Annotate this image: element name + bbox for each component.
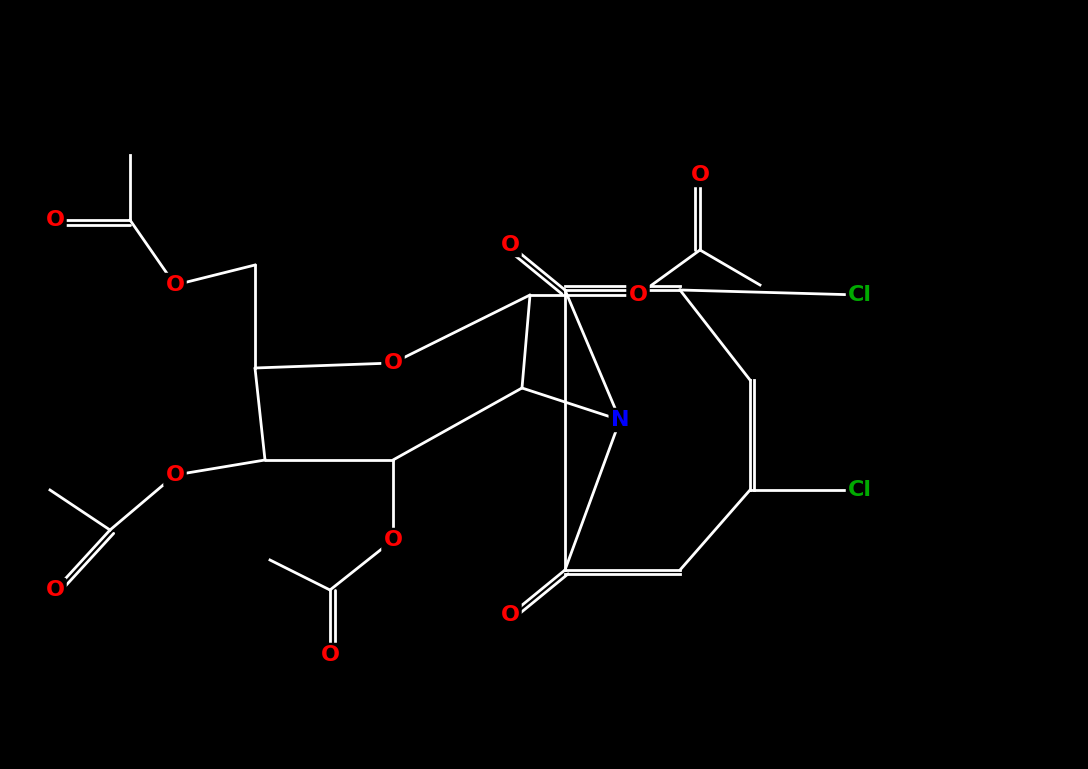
- Text: O: O: [165, 465, 185, 485]
- Text: O: O: [46, 210, 64, 230]
- Text: O: O: [691, 165, 709, 185]
- Text: O: O: [321, 645, 339, 665]
- Text: Cl: Cl: [848, 285, 871, 305]
- Text: Cl: Cl: [848, 480, 871, 500]
- Text: O: O: [383, 353, 403, 373]
- Text: O: O: [500, 605, 519, 625]
- Text: O: O: [383, 530, 403, 550]
- Text: N: N: [610, 410, 629, 430]
- Text: O: O: [165, 275, 185, 295]
- Text: O: O: [46, 580, 64, 600]
- Text: O: O: [500, 235, 519, 255]
- Text: O: O: [629, 285, 647, 305]
